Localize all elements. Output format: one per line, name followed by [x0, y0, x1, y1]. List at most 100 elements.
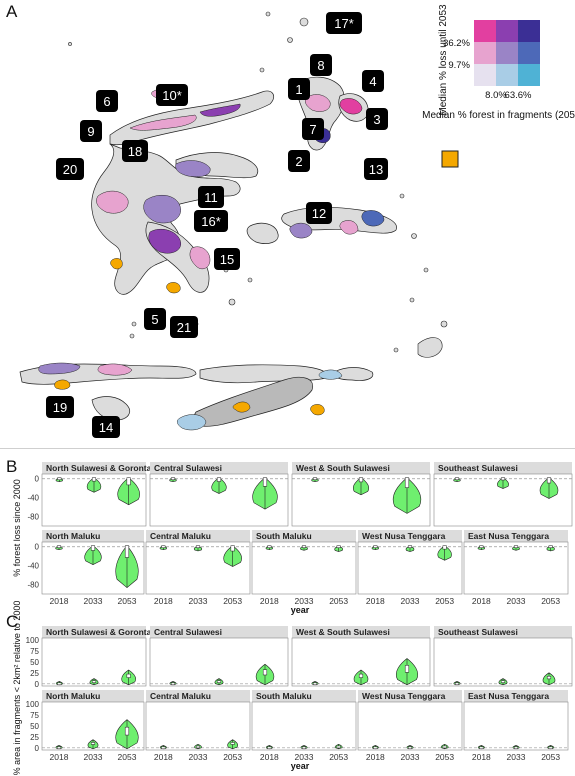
region-badge: 11	[198, 186, 224, 208]
violin-box	[230, 742, 235, 745]
region-badge-box	[306, 202, 332, 224]
y-tick-label: 50	[30, 722, 39, 731]
region-badge: 4	[362, 70, 384, 92]
facet-title: Central Maluku	[150, 531, 211, 541]
x-tick-label: 2053	[435, 752, 454, 762]
facet-title: Central Sulawesi	[154, 463, 222, 473]
region-badge-label: 11	[204, 190, 218, 205]
zero-forest-swatch	[441, 150, 459, 168]
region-badge-label: 17*	[334, 16, 354, 31]
landmass-sumba	[91, 396, 130, 421]
facet-strip	[252, 690, 356, 702]
facet-strip	[358, 530, 462, 542]
landmass-buru	[246, 222, 279, 244]
violin-box	[161, 746, 166, 750]
violin-box	[230, 545, 235, 552]
x-tick-label: 2053	[118, 596, 137, 606]
region-badge-box	[366, 108, 388, 130]
facet-title: West Nusa Tenggara	[362, 691, 446, 701]
violin-box	[262, 477, 268, 487]
y-tick-label: 25	[30, 733, 39, 742]
x-tick-label: 2033	[295, 596, 314, 606]
x-tick-label: 2018	[366, 596, 385, 606]
region-badge-label: 16*	[201, 214, 221, 229]
facet-title: East Nusa Tenggara	[468, 691, 549, 701]
facet: Central Maluku 2018 2033 2053	[145, 530, 251, 606]
region-badge-box	[198, 186, 224, 208]
x-tick-label: 2033	[189, 596, 208, 606]
y-tick-label: -40	[27, 562, 39, 571]
legend-cell	[496, 42, 518, 64]
violin-box	[442, 545, 447, 550]
facet: South Maluku 2018 2033 2053	[251, 530, 357, 606]
x-tick-label: 2033	[507, 752, 526, 762]
region-badge-box	[122, 140, 148, 162]
region-badge: 10*	[156, 84, 188, 106]
y-tick-label: 25	[30, 669, 39, 678]
legend-x-tick: 8.0%	[485, 90, 507, 101]
region-badge-label: 15	[220, 252, 234, 267]
violin-box	[442, 745, 447, 749]
x-tick-label: 2018	[472, 752, 491, 762]
region-badge-box	[144, 308, 166, 330]
x-tick-label: 2018	[260, 596, 279, 606]
legend-cell	[474, 42, 496, 64]
region-badge-label: 1	[295, 82, 302, 97]
facet-title: Central Maluku	[150, 691, 211, 701]
y-axis-label: % forest loss since 2000	[12, 479, 22, 577]
region-badge: 13	[364, 158, 388, 180]
x-tick-label: 2018	[154, 752, 173, 762]
region-badge-box	[46, 396, 74, 418]
region-badge-box	[288, 150, 310, 172]
facet: South Maluku 2018 2033 2053	[251, 690, 357, 762]
facet-title: Southeast Sulawesi	[438, 463, 518, 473]
x-tick-label: 2018	[472, 596, 491, 606]
facet-strip	[146, 530, 250, 542]
forest-patches	[38, 87, 385, 431]
legend-y-tick: 36.2%	[443, 38, 470, 49]
x-tick-label: 2018	[50, 752, 69, 762]
facet-title: North Maluku	[46, 531, 100, 541]
facet-title: West Nusa Tenggara	[362, 531, 446, 541]
region-badge-box	[302, 118, 324, 140]
region-badge-box	[364, 158, 388, 180]
region-badge-label: 3	[373, 112, 380, 127]
x-tick-label: 2053	[223, 596, 242, 606]
facet-panel	[357, 701, 463, 751]
region-badge: 6	[96, 90, 118, 112]
x-tick-label: 2018	[154, 596, 173, 606]
violin-box	[195, 545, 201, 548]
facet-strip	[434, 626, 572, 638]
region-badge-label: 7	[309, 122, 316, 137]
x-tick-label: 2053	[223, 752, 242, 762]
y-tick-label: -40	[27, 494, 39, 503]
legend-cell	[518, 64, 540, 86]
violin-box	[56, 746, 62, 750]
x-tick-label: 2033	[401, 596, 420, 606]
x-tick-label: 2033	[507, 596, 526, 606]
region-badge-box	[362, 70, 384, 92]
region-badge-label: 12	[312, 206, 326, 221]
region-badge-box	[288, 78, 310, 100]
violin-box	[124, 545, 130, 558]
facet: West Nusa Tenggara 2018 2033 2053	[357, 530, 463, 606]
violin-box	[373, 746, 378, 750]
facet: West & South Sulawesi	[291, 462, 431, 527]
facet-title: North Maluku	[46, 691, 100, 701]
x-tick-label: 2053	[541, 752, 560, 762]
facet-title: Southeast Sulawesi	[438, 627, 518, 637]
facet-strip	[292, 626, 430, 638]
region-badge: 5	[144, 308, 166, 330]
region-badge-label: 21	[177, 320, 191, 335]
region-badge: 8	[310, 54, 332, 76]
region-badge-label: 19	[53, 400, 67, 415]
region-badge-label: 20	[63, 162, 77, 177]
region-badge-box	[80, 120, 102, 142]
x-tick-label: 2053	[329, 752, 348, 762]
facet: East Nusa Tenggara 2018 2033 2053	[463, 690, 569, 762]
y-tick-label: 75	[30, 647, 39, 656]
legend-x-tick: 63.6%	[505, 90, 532, 101]
violin-box	[500, 680, 506, 683]
region-badge: 1	[288, 78, 310, 100]
violin-box	[407, 746, 413, 750]
